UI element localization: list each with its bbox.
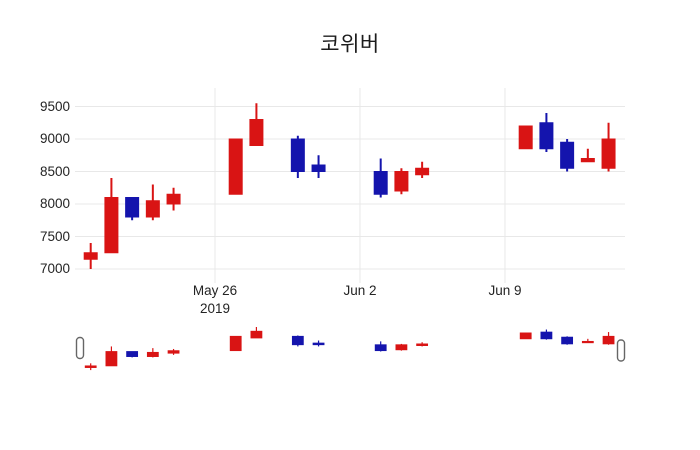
rangeslider-candle-body (146, 351, 159, 357)
rangeslider-right-handle[interactable] (616, 339, 626, 362)
candle-body (125, 197, 140, 218)
candle-body (539, 122, 554, 150)
x-tick-year: 2019 (199, 301, 231, 316)
rangeslider-candle-body (561, 336, 574, 345)
candle-body (560, 141, 575, 169)
rangeslider-candle-body (229, 335, 242, 352)
candle-body (249, 119, 264, 146)
candle-body (580, 158, 595, 163)
y-axis-tick: 8500 (39, 163, 70, 179)
rangeslider-candle-body (416, 343, 429, 346)
rangeslider-candle-body (167, 350, 180, 354)
candle-body (228, 138, 243, 195)
y-axis-tick: 7500 (39, 228, 70, 244)
candle-body (290, 138, 305, 172)
candle-body (394, 171, 409, 192)
rangeslider-candle-body (519, 332, 532, 340)
rangeslider-candle-body (540, 331, 553, 340)
y-axis-tick: 8000 (39, 196, 70, 211)
rangeslider-candle-body (105, 351, 118, 367)
x-axis-tick: Jun 9 (455, 282, 555, 300)
candle-body (518, 125, 533, 150)
x-tick-label: Jun 9 (488, 283, 522, 298)
rangeslider-candle-body (312, 342, 325, 346)
y-axis-tick: 9000 (39, 131, 70, 146)
candle-body (83, 252, 98, 260)
rangeslider-candle-body (84, 365, 97, 368)
rangeslider-candle-body (395, 344, 408, 351)
x-tick-label: May 26 (192, 283, 238, 298)
y-axis-tick: 9500 (39, 98, 70, 114)
rangeslider-left-handle[interactable] (75, 336, 85, 360)
candle-body (311, 164, 326, 172)
y-axis-tick: 7000 (39, 261, 70, 276)
x-axis-tick: Jun 2 (310, 282, 410, 300)
rangeslider-candle-body (250, 330, 263, 339)
rangeslider-candle-body (126, 351, 139, 357)
candle-body (601, 138, 616, 169)
chart-title: 코위버 (320, 33, 380, 56)
x-axis-tick: May 26 2019 (165, 282, 265, 318)
candle-body (166, 193, 181, 205)
rangeslider-candle-body (602, 335, 615, 345)
rangeslider-candle-body (374, 344, 387, 352)
candle-body (415, 167, 430, 176)
x-tick-label: Jun 2 (343, 283, 377, 298)
rangeslider-candle-body (291, 335, 304, 346)
rangeslider-candle-body (581, 340, 594, 344)
candle-body (145, 200, 160, 218)
candle-body (104, 197, 119, 254)
candle-body (373, 171, 388, 195)
